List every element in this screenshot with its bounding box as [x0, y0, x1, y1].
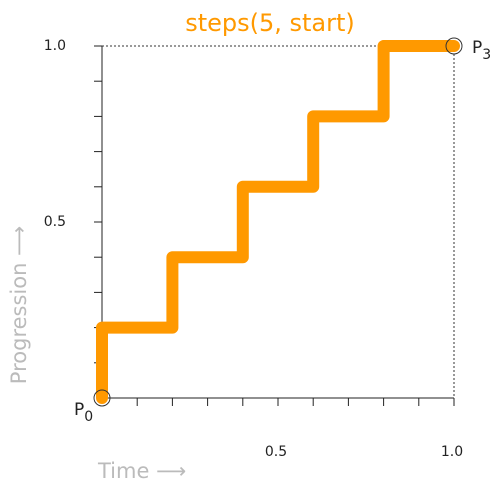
point-label-subscript: 3	[482, 47, 491, 63]
point-label: P0	[74, 400, 93, 425]
x-tick-label: 0.5	[265, 444, 287, 460]
point-label-subscript: 0	[84, 409, 93, 425]
x-axis-title: Time ⟶	[97, 459, 186, 483]
step-line	[96, 40, 460, 404]
endpoint-marker	[445, 37, 463, 55]
y-tick-label: 0.5	[44, 214, 66, 230]
x-tick-label: 1.0	[441, 444, 463, 460]
y-tick-label: 1.0	[44, 38, 66, 54]
y-axis-title: Progression ⟶	[7, 226, 31, 384]
chart-title: steps(5, start)	[185, 9, 355, 37]
point-label: P3	[472, 38, 491, 63]
point-label-text: P	[74, 400, 84, 420]
point-label-text: P	[472, 38, 482, 58]
endpoint-marker	[93, 389, 111, 407]
